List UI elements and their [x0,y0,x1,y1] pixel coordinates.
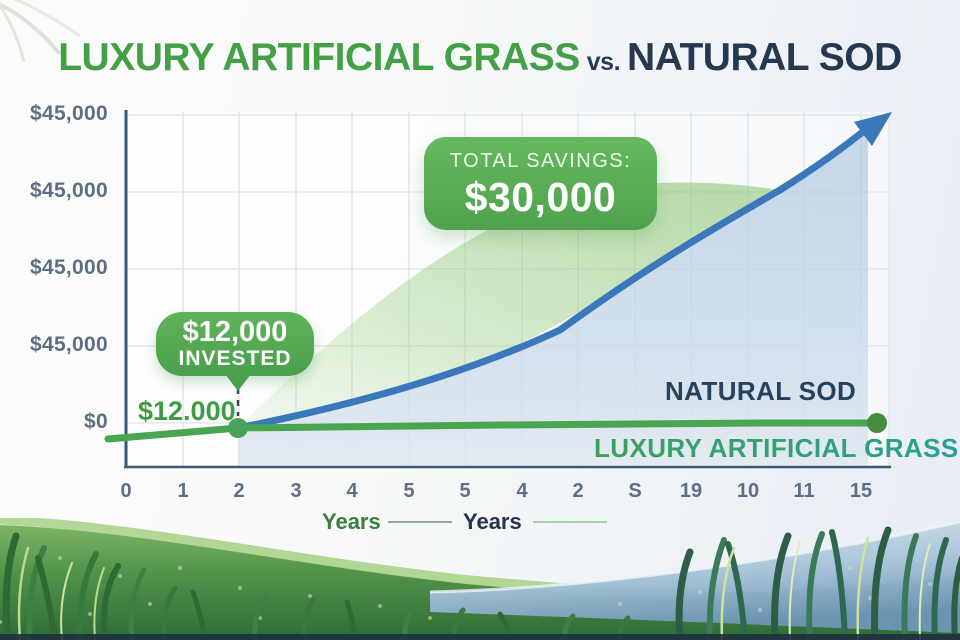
bottom-grass-decoration [0,518,960,640]
topleft-grass-decoration [0,0,81,63]
y-tick-label: $0 [84,410,108,433]
x-tick-label: 1 [177,480,189,502]
x-tick-label: 5 [403,480,415,502]
y-tick-label: $45,000 [29,256,108,279]
start-point-dot [228,418,248,438]
y-tick-label: $45,000 [29,102,108,125]
y-tick-label: $45,000 [29,333,108,356]
x-tick-label: 2 [572,480,584,502]
total-savings-value: $30,000 [464,174,617,220]
x-tick-label: 19 [679,480,703,502]
invested-callout-bubble: $12,000 INVESTED [156,312,314,391]
x-axis-caption-navy: Years [463,509,522,534]
end-point-dot [867,413,887,433]
x-axis-caption-green: Years [322,509,381,534]
title-green-part: LUXURY ARTIFICIAL GRASS [58,36,580,79]
title-vs: vs. [586,48,621,76]
caption-divider-line [388,521,452,523]
natural-sod-curve [234,117,880,432]
x-tick-label: 10 [736,480,760,502]
caption-divider-line [533,521,607,523]
x-tick-label: 4 [516,480,528,502]
artificial-grass-line [104,419,881,443]
natural-sod-series-label: NATURAL SOD [665,376,857,406]
savings-dome-fill [238,182,780,428]
x-tick-label: 2 [233,480,245,502]
total-savings-badge: TOTAL SAVINGS: $30,000 [424,137,657,230]
invested-amount: $12,000 [182,316,288,348]
x-tick-label: 0 [120,480,132,502]
chart-title: LUXURY ARTIFICIAL GRASS vs. NATURAL SOD [0,36,960,80]
title-navy-part: NATURAL SOD [627,36,902,79]
x-tick-label: S [628,480,642,502]
total-savings-label: TOTAL SAVINGS: [449,150,632,172]
x-tick-label: 11 [793,480,815,502]
arrowhead-icon [854,112,892,146]
invested-word: INVESTED [178,347,292,370]
x-tick-label: 5 [459,480,471,502]
x-tick-label: 3 [290,480,302,502]
x-tick-label: 15 [849,480,873,502]
y-tick-label: $45,000 [29,179,108,202]
sod-area-fill [238,127,868,465]
artificial-grass-series-label: LUXURY ARTIFICIAL GRASS [594,433,959,463]
x-tick-label: 4 [346,480,358,502]
axes [124,110,891,469]
start-point-label: $12.000 [138,396,236,426]
